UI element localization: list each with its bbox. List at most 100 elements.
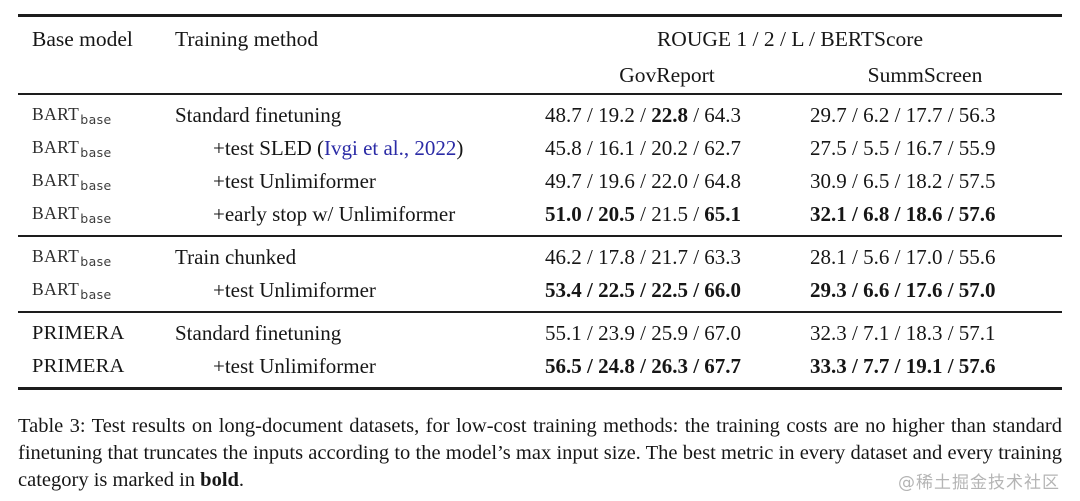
metric-value: 19.6 — [598, 169, 635, 193]
base-model-name: BART — [32, 203, 80, 223]
metric-value: 27.5 — [810, 136, 847, 160]
metric-separator: / — [634, 354, 652, 378]
table-row: PRIMERA Standard finetuning 55.1 / 23.9 / … — [32, 317, 1048, 350]
metric-value: 65.1 — [704, 202, 742, 226]
metric-separator: / — [942, 245, 959, 269]
metric-value: 17.6 — [905, 278, 943, 302]
metric-value: 55.6 — [958, 245, 996, 269]
metric-cell-gov: 53.4 / 22.5 / 22.5 / 66.0 — [532, 278, 802, 303]
metric-value: 22.5 — [598, 278, 635, 302]
metric-cell-summ: 33.3 / 7.7 / 19.1 / 57.6 — [802, 354, 1048, 379]
table-row: BARTbase Standard finetuning 48.7 / 19.2 /… — [32, 99, 1048, 132]
metric-separator: / — [942, 321, 959, 345]
table-row: BARTbase +test Unlimiformer 49.7 / 19.6 / … — [32, 165, 1048, 198]
metric-separator: / — [687, 103, 705, 127]
metric-value: 29.3 — [810, 278, 847, 302]
metric-cell-gov: 55.1 / 23.9 / 25.9 / 67.0 — [532, 321, 802, 346]
metric-cell-gov: 49.7 / 19.6 / 22.0 / 64.8 — [532, 169, 802, 194]
metric-separator: / — [846, 169, 864, 193]
metric-value: 28.1 — [810, 245, 847, 269]
table-row: BARTbase +test Unlimiformer 53.4 / 22.5 / … — [32, 274, 1048, 307]
citation-link[interactable]: Ivgi et al., 2022 — [324, 136, 457, 160]
base-model-cell: PRIMERA — [32, 322, 175, 345]
metric-value: 6.5 — [863, 169, 890, 193]
metric-value: 57.6 — [958, 354, 996, 378]
metric-separator: / — [634, 169, 652, 193]
training-method-cell: +test Unlimiformer — [175, 278, 532, 303]
training-method-cell: Standard finetuning — [175, 321, 532, 346]
table-body: BARTbase Standard finetuning 48.7 / 19.2 /… — [18, 95, 1062, 387]
metric-value: 17.7 — [905, 103, 943, 127]
metric-separator: / — [889, 354, 906, 378]
metric-separator: / — [889, 278, 906, 302]
metric-separator: / — [846, 103, 864, 127]
training-method-label: +test Unlimiformer — [213, 354, 376, 378]
metric-separator: / — [889, 103, 906, 127]
metric-separator: / — [581, 169, 599, 193]
metric-value: 67.0 — [704, 321, 742, 345]
metric-value: 22.0 — [651, 169, 688, 193]
metric-separator: / — [687, 202, 705, 226]
metric-value: 23.9 — [598, 321, 635, 345]
metric-separator: / — [634, 321, 652, 345]
metric-separator: / — [942, 169, 959, 193]
training-method-label: Standard finetuning — [175, 321, 342, 345]
metric-value: 55.9 — [958, 136, 996, 160]
metric-value: 19.1 — [905, 354, 943, 378]
training-method-label: +test Unlimiformer — [213, 278, 376, 302]
metric-value: 6.2 — [863, 103, 890, 127]
metric-value: 18.6 — [905, 202, 943, 226]
base-model-cell: BARTbase — [32, 203, 175, 226]
metric-value: 46.2 — [545, 245, 582, 269]
base-model-subscript: base — [80, 211, 112, 226]
training-method-cell: +test Unlimiformer — [175, 169, 532, 194]
metric-value: 62.7 — [704, 136, 742, 160]
group-separator-rule — [18, 311, 1062, 313]
metric-separator: / — [581, 245, 599, 269]
results-table: Base model Training method ROUGE 1 / 2 /… — [18, 14, 1062, 390]
metric-value: 67.7 — [704, 354, 742, 378]
metric-separator: / — [581, 136, 599, 160]
base-model-cell: BARTbase — [32, 137, 175, 160]
metric-separator: / — [889, 202, 906, 226]
col-header-summscreen: SummScreen — [867, 62, 983, 87]
metric-separator: / — [634, 103, 652, 127]
metric-value: 5.5 — [863, 136, 890, 160]
metric-separator: / — [634, 245, 652, 269]
table-top-rule — [18, 14, 1062, 17]
metric-separator: / — [942, 354, 959, 378]
metric-value: 21.5 — [651, 202, 688, 226]
metric-separator: / — [846, 202, 864, 226]
metric-cell-gov: 56.5 / 24.8 / 26.3 / 67.7 — [532, 354, 802, 379]
metric-cell-gov: 46.2 / 17.8 / 21.7 / 63.3 — [532, 245, 802, 270]
metric-separator: / — [942, 202, 959, 226]
training-method-label: Train chunked — [175, 245, 297, 269]
metric-value: 33.3 — [810, 354, 847, 378]
metric-cell-summ: 32.1 / 6.8 / 18.6 / 57.6 — [802, 202, 1048, 227]
metric-value: 32.1 — [810, 202, 847, 226]
metric-separator: / — [846, 354, 864, 378]
col-header-govreport: GovReport — [619, 62, 715, 87]
metric-separator: / — [581, 202, 599, 226]
metric-value: 20.2 — [651, 136, 688, 160]
base-model-name: BART — [32, 246, 80, 266]
metric-separator: / — [942, 103, 959, 127]
metric-cell-gov: 48.7 / 19.2 / 22.8 / 64.3 — [532, 103, 802, 128]
metric-value: 57.5 — [958, 169, 996, 193]
metric-value: 6.8 — [863, 202, 890, 226]
metric-value: 48.7 — [545, 103, 582, 127]
metric-separator: / — [846, 136, 864, 160]
metric-value: 66.0 — [704, 278, 742, 302]
metric-separator: / — [687, 354, 705, 378]
metric-value: 51.0 — [545, 202, 582, 226]
metric-value: 22.5 — [651, 278, 688, 302]
base-model-name: BART — [32, 137, 80, 157]
base-model-cell: BARTbase — [32, 170, 175, 193]
metric-separator: / — [581, 278, 599, 302]
metric-value: 16.7 — [905, 136, 943, 160]
metric-value: 26.3 — [651, 354, 688, 378]
metric-value: 18.2 — [905, 169, 943, 193]
training-method-cell: Standard finetuning — [175, 103, 532, 128]
metric-value: 22.8 — [651, 103, 688, 127]
